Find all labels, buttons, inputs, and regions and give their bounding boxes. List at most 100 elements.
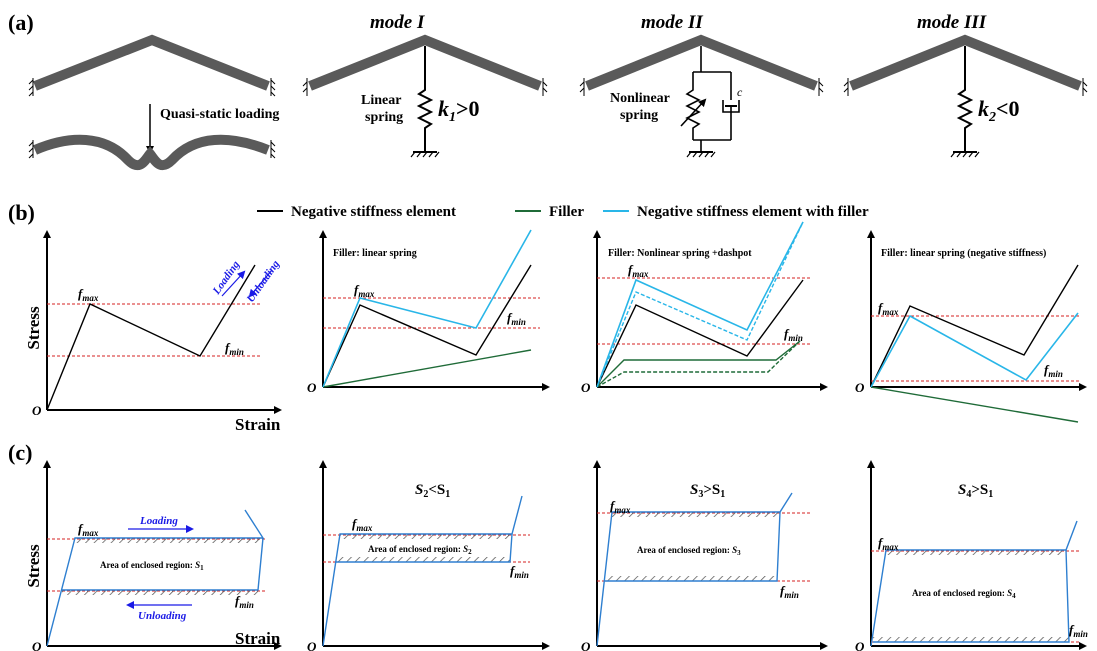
b3-filler-solid bbox=[596, 340, 801, 388]
c3-loop-top bbox=[596, 492, 793, 647]
b4-fmax: fmax bbox=[878, 300, 899, 317]
c2-fmin: fmin bbox=[510, 563, 529, 580]
c1-y-label: Stress bbox=[24, 544, 43, 588]
beam-buckled bbox=[33, 134, 270, 170]
b1-nse-curve bbox=[46, 264, 256, 411]
b1-unloading-text: Unloading bbox=[245, 258, 283, 305]
mode-1-walls bbox=[302, 78, 548, 96]
c2-origin: O bbox=[307, 639, 317, 651]
wall-right-2-icon bbox=[270, 140, 276, 159]
mode-3-walls bbox=[843, 78, 1088, 96]
b1-y-label: Stress bbox=[24, 306, 43, 350]
row-c-label: (c) bbox=[8, 440, 32, 465]
c4-hatch-top bbox=[886, 550, 1066, 555]
panel-b3: O Filler: Nonlinear spring +dashpot fmax… bbox=[581, 221, 828, 395]
b1-unloading-arrow bbox=[248, 269, 273, 298]
b2-fmax: fmax bbox=[354, 282, 375, 299]
c1-fmin: fmin bbox=[235, 593, 254, 610]
c2-hatch-top bbox=[340, 534, 512, 539]
c4-title: S4>S1 bbox=[958, 482, 993, 500]
b3-fmin: fmin bbox=[784, 326, 803, 343]
c4-area: Area of enclosed region: S4 bbox=[912, 588, 1016, 600]
panel-b1: Stress Strain O fmax fmin Loading Unload… bbox=[24, 230, 283, 434]
mode-2-spring-label-1: Nonlinear bbox=[610, 91, 670, 106]
c3-hatch-top bbox=[612, 512, 780, 517]
panel-mode-2: mode II c Nonlinear spring bbox=[579, 12, 824, 158]
panel-b2: O Filler: linear spring fmax fmin bbox=[307, 229, 550, 395]
b1-loading-arrow bbox=[221, 270, 246, 297]
b3-nse-curve bbox=[596, 279, 804, 388]
c4-origin: O bbox=[855, 639, 865, 651]
c4-fmax: fmax bbox=[878, 535, 899, 552]
b2-origin: O bbox=[307, 380, 317, 395]
b4-title: Filler: linear spring (negative stiffnes… bbox=[881, 248, 1046, 259]
c1-loading-text: Loading bbox=[139, 515, 178, 527]
c2-loop-top bbox=[322, 495, 523, 647]
c3-hatch-bottom bbox=[605, 576, 777, 581]
b1-fmin: fmin bbox=[225, 340, 244, 357]
mode-1-spring-label-1: Linear bbox=[361, 93, 401, 108]
b3-title: Filler: Nonlinear spring +dashpot bbox=[608, 248, 752, 259]
b3-combined-solid bbox=[596, 221, 804, 388]
wall-left-2-icon bbox=[28, 140, 34, 159]
negative-spring-icon bbox=[956, 46, 974, 152]
c1-hatch-top bbox=[75, 538, 263, 543]
c2-area: Area of enclosed region: S2 bbox=[368, 544, 472, 556]
b4-fmin: fmin bbox=[1044, 362, 1063, 379]
legend: Negative stiffness element Filler Negati… bbox=[257, 204, 869, 220]
c1-area: Area of enclosed region: S1 bbox=[100, 560, 204, 572]
beam-straight bbox=[33, 34, 270, 91]
k2-label: k2<0 bbox=[978, 96, 1020, 125]
c1-fmax: fmax bbox=[78, 521, 99, 538]
legend-nse: Negative stiffness element bbox=[291, 204, 456, 220]
panel-mode-3: mode III k2<0 bbox=[843, 12, 1088, 158]
c2-fmax: fmax bbox=[352, 516, 373, 533]
c4-hatch-bottom bbox=[873, 637, 1069, 642]
c4-loop-bottom bbox=[873, 549, 1070, 643]
c3-title: S3>S1 bbox=[690, 482, 725, 500]
k1-label: k1>0 bbox=[438, 96, 480, 125]
b3-fmax: fmax bbox=[628, 262, 649, 279]
c2-loop-bottom bbox=[335, 533, 513, 563]
c1-loop-bottom bbox=[62, 537, 264, 591]
c1-unloading-text: Unloading bbox=[138, 610, 187, 622]
wall-left-icon bbox=[28, 78, 34, 97]
ground-3-icon bbox=[950, 151, 980, 158]
c3-fmax: fmax bbox=[610, 498, 631, 515]
c1-origin: O bbox=[32, 639, 42, 651]
mode-2-walls bbox=[579, 78, 824, 96]
mode-1-title: mode I bbox=[370, 12, 425, 33]
b4-origin: O bbox=[855, 380, 865, 395]
panel-c2: O S2<S1 fmax fmin Area of enclosed regio… bbox=[307, 460, 550, 651]
b2-filler-curve bbox=[322, 349, 532, 388]
c3-origin: O bbox=[581, 639, 591, 651]
legend-filler: Filler bbox=[549, 204, 584, 220]
b4-nse-curve bbox=[870, 264, 1079, 388]
ground-icon bbox=[410, 151, 440, 158]
c4-fmin: fmin bbox=[1069, 622, 1088, 639]
panel-c1: Stress Strain O fmax fmin Loading Unload… bbox=[24, 460, 282, 651]
legend-combined: Negative stiffness element with filler bbox=[637, 204, 869, 220]
b2-fmin: fmin bbox=[507, 310, 526, 327]
panel-mode-1: mode I Linear spring k1>0 bbox=[302, 12, 548, 158]
panel-c4: O S4>S1 fmax fmin Area of enclosed regio… bbox=[855, 460, 1088, 651]
b4-combined-curve bbox=[870, 312, 1079, 388]
mode-3-title: mode III bbox=[917, 12, 987, 33]
c1-loop-top bbox=[46, 509, 265, 647]
b2-nse-curve bbox=[322, 264, 532, 388]
panel-a0: Quasi-static loading bbox=[28, 34, 279, 170]
mode-2-beam bbox=[585, 34, 818, 91]
mode-1-beam bbox=[308, 34, 542, 91]
ground-2-icon bbox=[686, 151, 716, 158]
b2-title: Filler: linear spring bbox=[333, 248, 417, 259]
row-b-label: (b) bbox=[8, 200, 35, 225]
c1-x-label: Strain bbox=[235, 629, 281, 648]
c1-hatch-bottom bbox=[62, 590, 258, 595]
b4-filler-curve bbox=[870, 386, 1079, 423]
load-text: Quasi-static loading bbox=[160, 107, 279, 122]
mode-2-title: mode II bbox=[641, 12, 703, 33]
wall-right-icon bbox=[270, 78, 276, 97]
damper-c-label: c bbox=[737, 85, 743, 99]
row-a-label: (a) bbox=[8, 10, 34, 35]
